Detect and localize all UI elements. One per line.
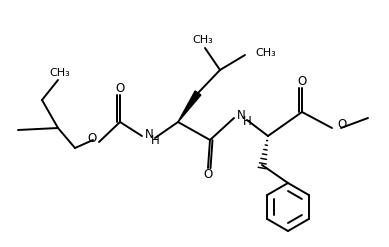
Text: H: H	[151, 133, 159, 146]
Text: H: H	[243, 115, 251, 127]
Text: O: O	[116, 82, 124, 95]
Text: O: O	[337, 119, 346, 131]
Text: CH₃: CH₃	[50, 68, 70, 78]
Text: CH₃: CH₃	[255, 48, 276, 58]
Text: CH₃: CH₃	[193, 35, 214, 45]
Text: O: O	[203, 168, 213, 182]
Text: N: N	[237, 108, 245, 122]
Text: O: O	[88, 131, 96, 144]
Text: O: O	[297, 75, 307, 87]
Polygon shape	[178, 91, 201, 122]
Text: N: N	[145, 128, 153, 142]
